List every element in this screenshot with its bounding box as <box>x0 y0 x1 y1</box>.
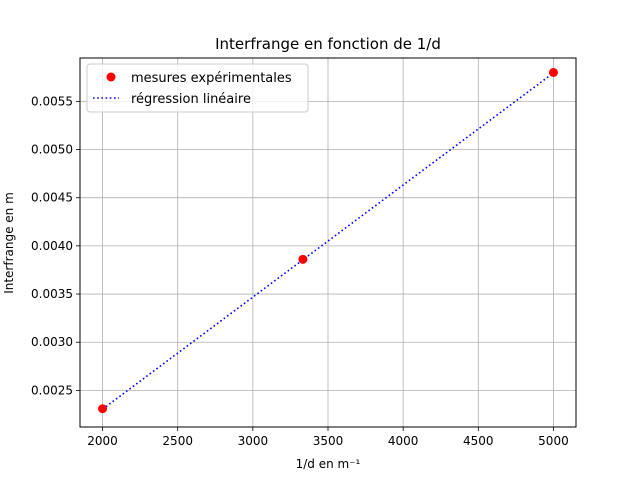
chart-title: Interfrange en fonction de 1/d <box>215 35 441 53</box>
x-axis-label: 1/d en m⁻¹ <box>296 457 361 471</box>
legend-label-measures: mesures expérimentales <box>131 71 292 86</box>
grid <box>80 58 576 427</box>
y-tick-label: 0.0025 <box>31 383 73 397</box>
data-point <box>98 404 108 414</box>
data-point <box>548 67 558 77</box>
x-tick-label: 5000 <box>538 434 569 448</box>
legend-label-regression: régression linéaire <box>131 92 251 107</box>
x-tick-label: 3000 <box>238 434 269 448</box>
x-tick-label: 4000 <box>388 434 419 448</box>
plot-series <box>98 67 558 414</box>
data-point <box>298 254 308 264</box>
y-tick-label: 0.0030 <box>31 335 73 349</box>
y-tick-label: 0.0055 <box>31 94 73 108</box>
y-tick-label: 0.0050 <box>31 143 73 157</box>
legend-marker-measures <box>106 72 116 82</box>
y-axis-label: Interfrange en m <box>2 192 16 294</box>
y-tick-label: 0.0040 <box>31 239 73 253</box>
legend: mesures expérimentales régression linéai… <box>86 63 309 113</box>
x-tick-label: 2500 <box>162 434 193 448</box>
y-tick-label: 0.0035 <box>31 287 73 301</box>
y-tick-label: 0.0045 <box>31 191 73 205</box>
legend-box <box>86 63 309 113</box>
axis-ticks: 2000 2500 3000 3500 4000 4500 5000 0.0025 0.0030… <box>31 94 569 448</box>
x-tick-label: 4500 <box>463 434 494 448</box>
x-tick-label: 2000 <box>87 434 118 448</box>
x-tick-label: 3500 <box>313 434 344 448</box>
regression-line <box>102 72 554 410</box>
